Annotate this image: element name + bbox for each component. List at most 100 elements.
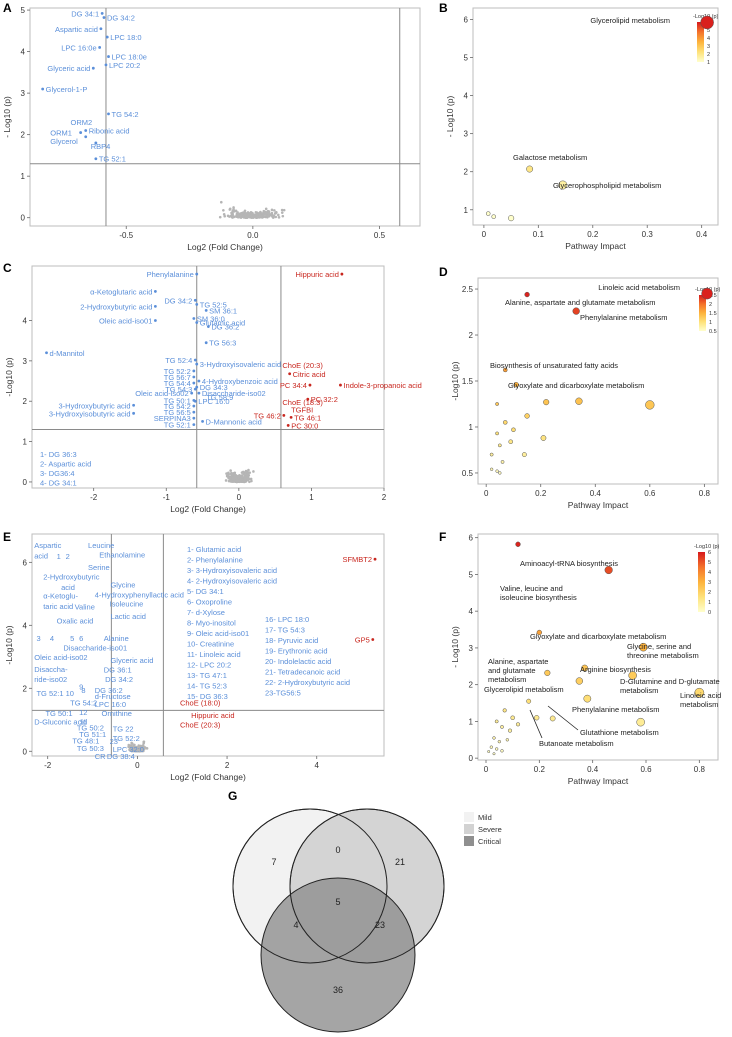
venn-count-severe-only: 21	[395, 857, 405, 867]
a-point-ns	[218, 215, 222, 219]
c-point-sig	[340, 272, 344, 276]
e-legend-col1: 9- Oleic acid-iso01	[187, 629, 249, 638]
e-point-ns	[139, 744, 143, 748]
f-pathway-label: Butanoate metabolism	[539, 739, 614, 748]
e-x-tick-label: -2	[44, 761, 52, 770]
a-point-ns	[231, 213, 234, 217]
g-legend-label: Mild	[478, 813, 492, 822]
a-point-ns	[228, 207, 232, 211]
venn-count-severe-critical: 23	[375, 920, 385, 930]
a-point-ns	[261, 213, 265, 217]
d-x-tick-label: 0.6	[644, 489, 656, 498]
c-point-label: Glutamic acid	[200, 319, 245, 328]
d-x-tick-label: 0.2	[535, 489, 547, 498]
c-y-tick-label: 4	[23, 316, 28, 325]
e-annotation: TG 22	[113, 725, 134, 734]
a-point-sig	[84, 129, 88, 132]
e-legend-col1: 1- Glutamic acid	[187, 545, 241, 554]
venn-count-mild-severe: 0	[335, 845, 340, 855]
f-pathway-label: Glycine, serine and	[627, 642, 691, 651]
f-pathway-label: metabolism	[488, 675, 526, 684]
e-annotation: DG 36:1	[104, 665, 132, 674]
f-pathway-point	[502, 708, 507, 713]
a-point-sig	[105, 35, 109, 39]
c-point-label: TG 52:1	[164, 421, 191, 430]
d-pathway-point	[500, 460, 505, 464]
a-point-ns	[232, 206, 235, 209]
c-point-sig	[193, 298, 197, 302]
c-point-sig	[45, 351, 48, 355]
a-y-tick-label: 5	[21, 6, 26, 15]
c-point-sig	[192, 410, 196, 414]
e-point-sig	[373, 557, 377, 561]
c-annotation: TGFBI	[291, 405, 313, 414]
e-legend-col2: 21- Tetradecanoic acid	[265, 668, 340, 677]
f-pathway-point	[505, 738, 509, 742]
a-point-sig	[107, 112, 110, 116]
c-point-sig	[288, 372, 292, 376]
c-point-ns	[252, 470, 255, 473]
f-pathway-point	[507, 728, 513, 733]
c-point-ns	[240, 474, 244, 477]
a-point-ns	[276, 213, 280, 217]
a-point-ns	[243, 209, 247, 213]
f-pathway-point	[581, 664, 589, 672]
c-point-ns	[229, 479, 233, 483]
f-pathway-label: metabolism	[620, 686, 658, 695]
d-pathway-point	[503, 367, 508, 373]
c-point-sig	[192, 317, 196, 320]
d-pathway-point	[508, 439, 513, 444]
f-y-tick-label: 3	[469, 644, 474, 653]
c-point-label: Oleic acid-iso01	[99, 316, 152, 325]
e-annotation: 12	[79, 708, 87, 717]
c-point-ns	[228, 476, 232, 480]
e-x-tick-label: 4	[315, 761, 320, 770]
f-pathway-label: Valine, leucine and	[500, 584, 563, 593]
c-y-axis-label: -Log10 (p)	[4, 357, 14, 396]
a-x-axis-label: Log2 (Fold Change)	[187, 242, 263, 252]
e-annotation: DG 38:4	[107, 752, 135, 761]
d-pathway-point	[495, 402, 499, 406]
e-y-tick-label: 0	[23, 747, 28, 756]
b-colorbar-tick: 4	[707, 36, 710, 42]
e-annotation: TG 51:1	[79, 730, 106, 739]
c-y-tick-label: 0	[23, 478, 28, 487]
venn-circle-critical	[260, 877, 416, 1033]
c-point-label: Oleic acid-iso02	[135, 389, 188, 398]
e-annotation: 5	[70, 634, 74, 643]
a-point-label: Aspartic acid	[55, 25, 98, 34]
e-annotation: TG 50:3	[77, 744, 104, 753]
a-point-label: TG 54:2	[112, 110, 139, 119]
c-point-ns	[246, 478, 250, 482]
c-point-label: Hippuric acid	[296, 270, 339, 279]
e-annotation: d-Fructose	[95, 692, 131, 701]
e-annotation: D-Gluconic acid	[34, 717, 87, 726]
f-y-tick-label: 5	[469, 570, 474, 579]
e-point-ns	[137, 748, 140, 751]
e-legend-col1: 6- Oxoproline	[187, 598, 232, 607]
a-y-tick-label: 3	[21, 89, 26, 98]
e-annotation: DG 36:2	[95, 686, 123, 695]
b-y-tick-label: 3	[464, 130, 469, 139]
e-legend-col1: 15- DG 36:3	[187, 692, 228, 701]
e-annotation: Disaccharide-iso01	[63, 643, 127, 652]
d-pathway-point	[521, 452, 527, 458]
c-point-sig	[204, 309, 208, 312]
c-point-sig	[193, 387, 197, 391]
f-y-axis-label: - Log10 (p)	[450, 626, 460, 668]
b-x-axis-label: Pathway Impact	[565, 241, 626, 251]
b-pathway-label: Galactose metabolism	[513, 153, 587, 162]
c-point-label: Citric acid	[293, 370, 326, 379]
a-point-ns	[223, 214, 227, 218]
e-annotation: Valine	[75, 602, 95, 611]
a-point-ns	[240, 211, 244, 215]
f-x-tick-label: 0.2	[534, 765, 546, 774]
a-point-ns	[269, 213, 273, 217]
e-annotation: ride-iso02	[34, 675, 67, 684]
c-x-axis-label: Log2 (Fold Change)	[170, 504, 246, 514]
b-colorbar	[697, 22, 704, 62]
b-x-tick-label: 0.3	[642, 230, 654, 239]
c-point-label: 3-Hydroxybutyric acid	[58, 401, 130, 410]
venn-count-critical-only: 36	[333, 985, 343, 995]
c-point-ns	[243, 477, 247, 480]
